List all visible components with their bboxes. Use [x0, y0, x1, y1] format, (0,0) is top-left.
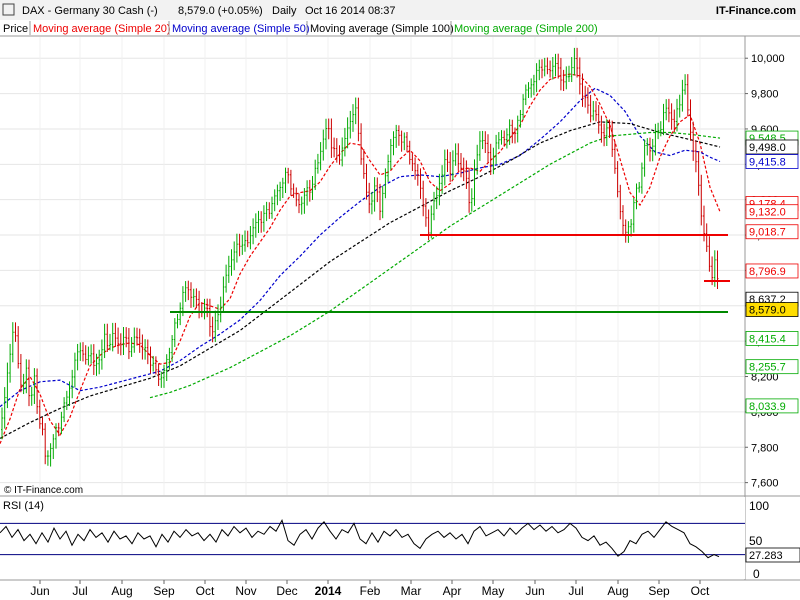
- price-label-box: [745, 302, 799, 317]
- level-lines: [170, 234, 730, 313]
- price-label-box: [745, 359, 799, 375]
- price-label: 9,018.7: [749, 227, 786, 239]
- price-label: 9,415.8: [749, 157, 786, 169]
- rsi-tick-0: 0: [753, 567, 760, 581]
- x-tick-label: Sep: [153, 584, 175, 598]
- legend-ma100[interactable]: Moving average (Simple 100): [310, 23, 454, 35]
- x-tick-label: Sep: [648, 584, 670, 598]
- price-label-stack: 9,548.59,498.09,415.89,178.49,132.09,018…: [745, 130, 799, 414]
- price-candles: [1, 47, 719, 467]
- price-label: 8,033.9: [749, 401, 786, 413]
- rsi-current-badge: [745, 547, 800, 563]
- price-label: 8,796.9: [749, 266, 786, 278]
- x-tick-label: Jul: [568, 584, 583, 598]
- period-label: Daily: [272, 5, 297, 17]
- rsi-panel: [0, 497, 745, 579]
- rsi-tick-50: 50: [749, 534, 763, 548]
- price-label-box: [745, 154, 799, 169]
- x-tick-label: Aug: [111, 584, 132, 598]
- rsi-line: [0, 519, 720, 559]
- legend-ma20[interactable]: Moving average (Simple 20): [33, 23, 171, 35]
- copyright-label: © IT-Finance.com: [4, 485, 83, 496]
- price-label: 9,498.0: [749, 142, 786, 154]
- x-axis: Jun Jul Aug Sep Oct Nov Dec 2014 Feb Mar Apr May Jun…: [30, 580, 710, 598]
- x-tick-label: 2014: [315, 584, 342, 598]
- x-tick-label: Nov: [235, 584, 256, 598]
- price-label-box: [745, 398, 799, 414]
- series-ma100: [0, 121, 721, 439]
- x-tick-label: Oct: [691, 584, 710, 598]
- series-ma200: [149, 131, 721, 399]
- x-tick-label: Oct: [196, 584, 215, 598]
- legend-ma200[interactable]: Moving average (Simple 200): [454, 23, 598, 35]
- price-label-box: [745, 331, 799, 346]
- series-ma50: [0, 87, 721, 408]
- rsi-tick-100: 100: [749, 499, 769, 513]
- price-label: 8,415.4: [749, 333, 786, 345]
- x-tick-label: Jul: [72, 584, 87, 598]
- instrument-checkbox[interactable]: [2, 3, 15, 16]
- rsi-layer: [0, 519, 745, 559]
- y-tick-label: 9,800: [751, 89, 779, 101]
- price-label: 8,579.0: [749, 305, 786, 317]
- y-tick-label: 7,600: [751, 478, 779, 490]
- rsi-current-value: 27.283: [749, 550, 783, 562]
- brand-label: IT-Finance.com: [716, 5, 796, 17]
- price-label: 9,132.0: [749, 207, 786, 219]
- legend-price[interactable]: Price: [3, 23, 28, 35]
- datetime-label: Oct 16 2014 08:37: [305, 5, 396, 17]
- legend-ma50[interactable]: Moving average (Simple 50): [172, 23, 310, 35]
- x-tick-label: May: [482, 584, 505, 598]
- y-tick-label: 7,800: [751, 442, 779, 454]
- price-label-box: [745, 224, 799, 240]
- legend-bar: [0, 20, 800, 36]
- price-label-box: [745, 263, 799, 279]
- x-tick-label: Jun: [30, 584, 49, 598]
- x-tick-label: Dec: [276, 584, 297, 598]
- x-tick-label: Feb: [360, 584, 381, 598]
- x-tick-label: Mar: [401, 584, 422, 598]
- rsi-title[interactable]: RSI (14): [3, 500, 44, 512]
- y-tick-label: 10,000: [751, 53, 785, 65]
- y-tick-label: 8,200: [751, 372, 779, 384]
- price-label-box: [745, 139, 799, 155]
- series-layer: [0, 73, 721, 444]
- quote-value: 8,579.0 (+0.05%): [178, 5, 263, 17]
- instrument-title: DAX - Germany 30 Cash (-): [22, 5, 158, 17]
- x-tick-label: Jun: [525, 584, 544, 598]
- x-tick-label: Apr: [443, 584, 462, 598]
- header-bar: [0, 0, 800, 20]
- price-label: 8,255.7: [749, 362, 786, 374]
- x-tick-label: Aug: [607, 584, 628, 598]
- price-label-box: [745, 204, 799, 220]
- series-ma20: [0, 73, 721, 444]
